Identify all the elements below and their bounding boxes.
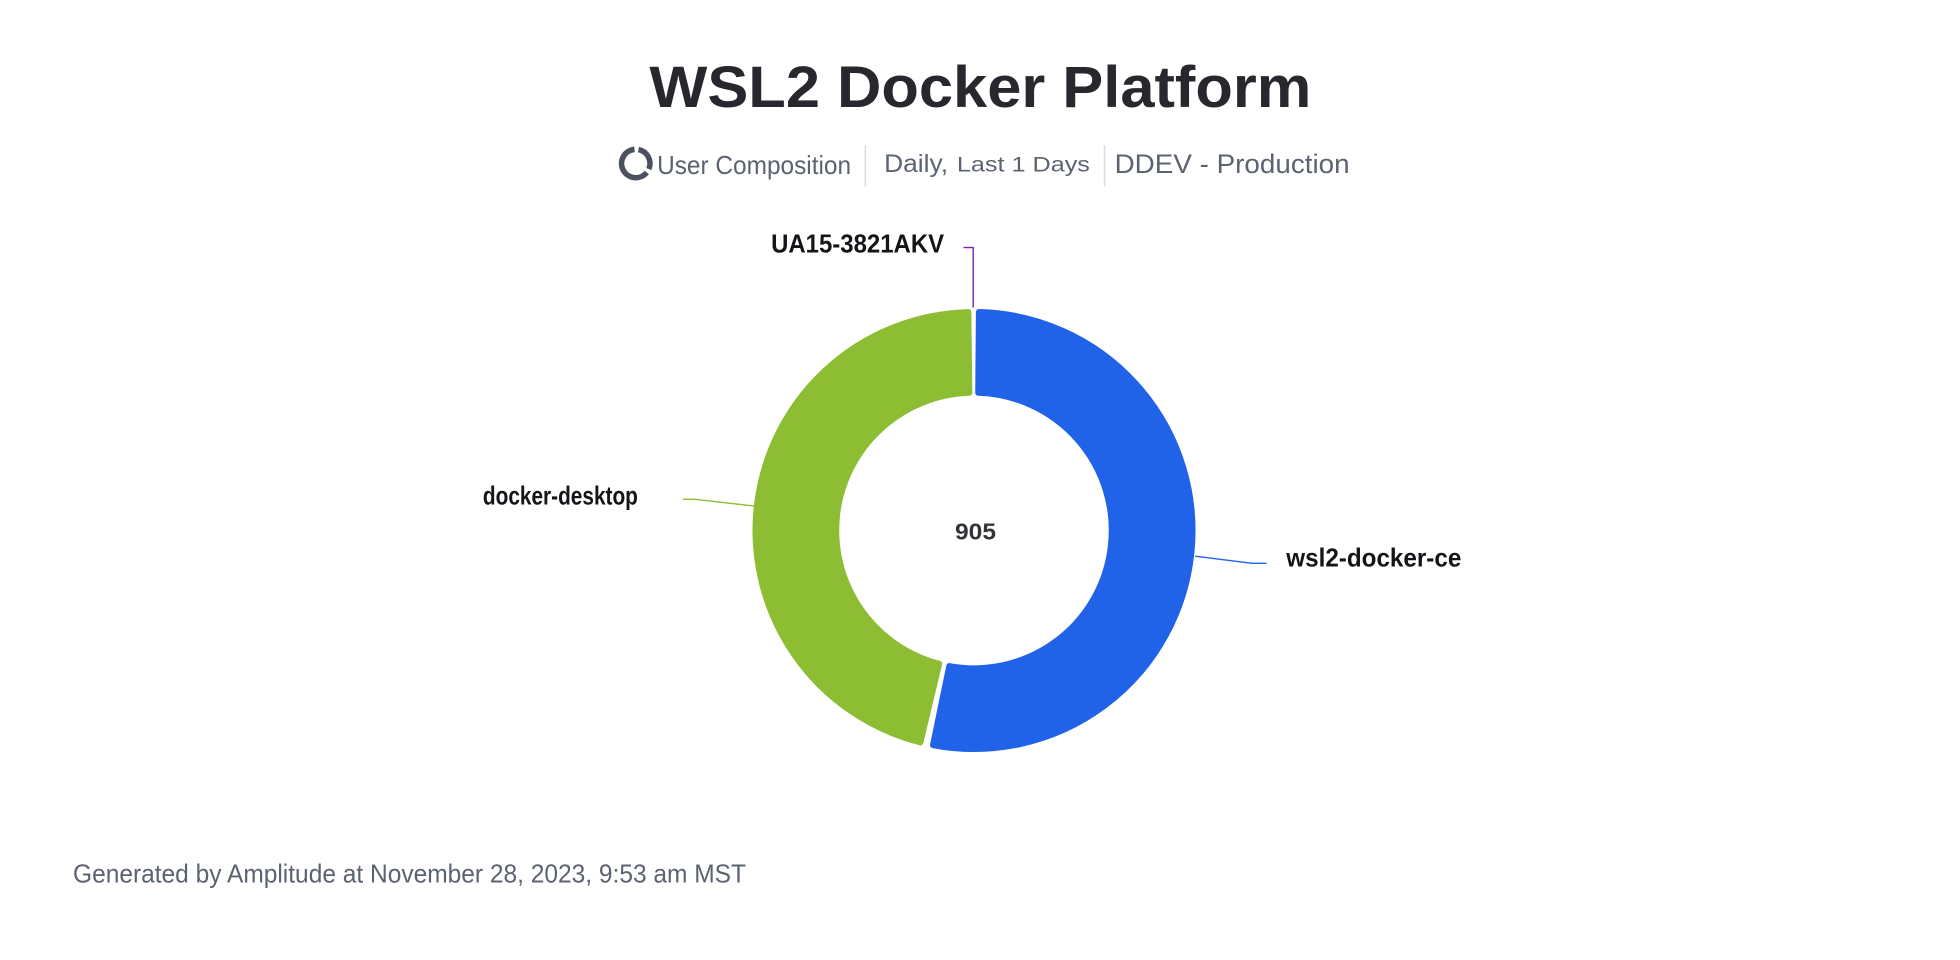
- svg-text:User Composition: User Composition: [657, 150, 851, 180]
- svg-text:WSL2 Docker Platform: WSL2 Docker Platform: [649, 55, 1311, 120]
- svg-text:Last 1 Days: Last 1 Days: [957, 154, 1090, 177]
- svg-text:Generated by Amplitude at Nove: Generated by Amplitude at November 28, 2…: [73, 858, 746, 888]
- svg-text:Daily,: Daily,: [884, 150, 948, 178]
- svg-text:wsl2-docker-ce: wsl2-docker-ce: [1285, 543, 1461, 573]
- svg-text:DDEV - Production: DDEV - Production: [1115, 149, 1350, 179]
- svg-text:UA15-3821AKV: UA15-3821AKV: [771, 228, 945, 258]
- svg-text:905: 905: [955, 519, 996, 545]
- svg-text:docker-desktop: docker-desktop: [483, 481, 638, 511]
